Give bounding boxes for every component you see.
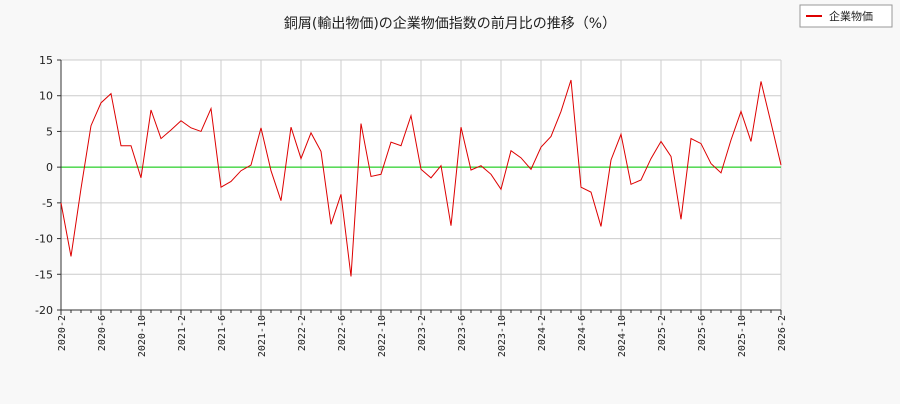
y-tick-label: -10: [35, 233, 53, 246]
x-tick-label: 2021-2: [177, 315, 188, 351]
x-tick-label: 2024-6: [577, 315, 588, 351]
x-tick-label: 2021-10: [257, 315, 268, 357]
y-tick-label: 5: [46, 125, 53, 138]
x-tick-label: 2022-10: [377, 315, 388, 357]
x-tick-label: 2024-10: [617, 315, 628, 357]
y-tick-label: -20: [35, 304, 53, 317]
chart-title: 銅屑(輸出物価)の企業物価指数の前月比の推移（%）: [284, 15, 616, 32]
x-tick-label: 2022-2: [297, 315, 308, 351]
y-tick-label: 10: [39, 90, 53, 103]
y-tick-label: 0: [46, 161, 53, 174]
x-tick-label: 2020-2: [57, 315, 68, 351]
x-tick-label: 2026-2: [777, 315, 788, 351]
x-tick-label: 2021-6: [217, 315, 228, 351]
y-tick-label: -5: [42, 197, 53, 210]
legend: [799, 4, 893, 28]
x-tick-label: 2023-10: [497, 315, 508, 357]
x-tick-label: 2025-6: [697, 315, 708, 351]
x-tick-label: 2020-6: [97, 315, 108, 351]
x-tick-label: 2023-6: [457, 315, 468, 351]
x-tick-label: 2024-2: [537, 315, 548, 351]
x-tick-label: 2020-10: [137, 315, 148, 357]
y-tick-label: 15: [39, 54, 53, 67]
x-tick-label: 2022-6: [337, 315, 348, 351]
x-tick-label: 2025-2: [657, 315, 668, 351]
legend-label: 企業物価: [829, 9, 873, 23]
line-series: [60, 79, 782, 277]
y-tick-label: -15: [35, 268, 53, 281]
x-tick-label: 2025-10: [737, 315, 748, 357]
x-tick-label: 2023-2: [417, 315, 428, 351]
